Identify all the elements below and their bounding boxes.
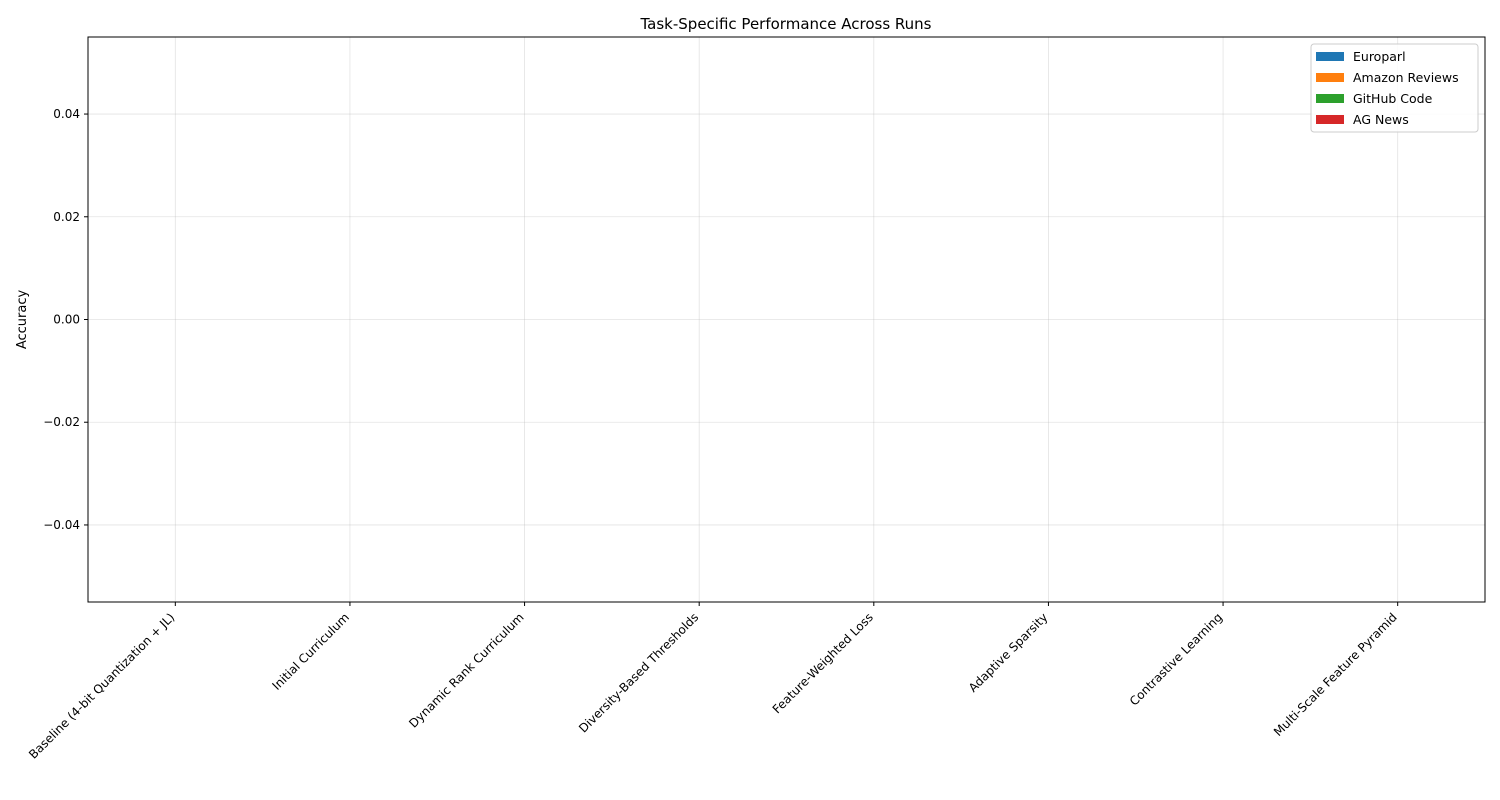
legend: Europarl Amazon Reviews GitHub Code AG News	[1310, 43, 1479, 133]
legend-label: GitHub Code	[1353, 91, 1433, 106]
y-axis: −0.04 −0.02 0.00 0.02 0.04	[43, 107, 88, 532]
x-tick-label: Initial Curriculum	[269, 610, 352, 693]
y-tick-label: 0.00	[53, 313, 80, 327]
legend-label: Amazon Reviews	[1353, 70, 1459, 85]
legend-frame	[1310, 43, 1479, 133]
x-tick-label: Feature-Weighted Loss	[770, 610, 876, 716]
x-tick-label: Diversity-Based Thresholds	[576, 610, 701, 735]
y-tick-label: −0.04	[43, 518, 80, 532]
x-tick-label: Adaptive Sparsity	[966, 610, 1051, 695]
x-tick-label: Contrastive Learning	[1127, 610, 1225, 708]
y-tick-label: 0.04	[53, 107, 80, 121]
y-tick-label: 0.02	[53, 210, 80, 224]
x-axis: Baseline (4-bit Quantization + JL) Initia…	[26, 602, 1400, 762]
legend-swatch	[1316, 94, 1344, 103]
x-tick-label: Multi-Scale Feature Pyramid	[1271, 610, 1400, 739]
legend-swatch	[1316, 52, 1344, 61]
legend-swatch	[1316, 73, 1344, 82]
y-axis-title: Accuracy	[15, 290, 30, 350]
legend-label: AG News	[1353, 112, 1409, 127]
legend-swatch	[1316, 115, 1344, 124]
legend-label: Europarl	[1353, 49, 1406, 64]
chart-title: Task-Specific Performance Across Runs	[640, 15, 932, 33]
grid	[88, 37, 1485, 602]
x-tick-label: Dynamic Rank Curriculum	[406, 610, 526, 730]
x-tick-label: Baseline (4-bit Quantization + JL)	[26, 610, 177, 761]
y-tick-label: −0.02	[43, 415, 80, 429]
